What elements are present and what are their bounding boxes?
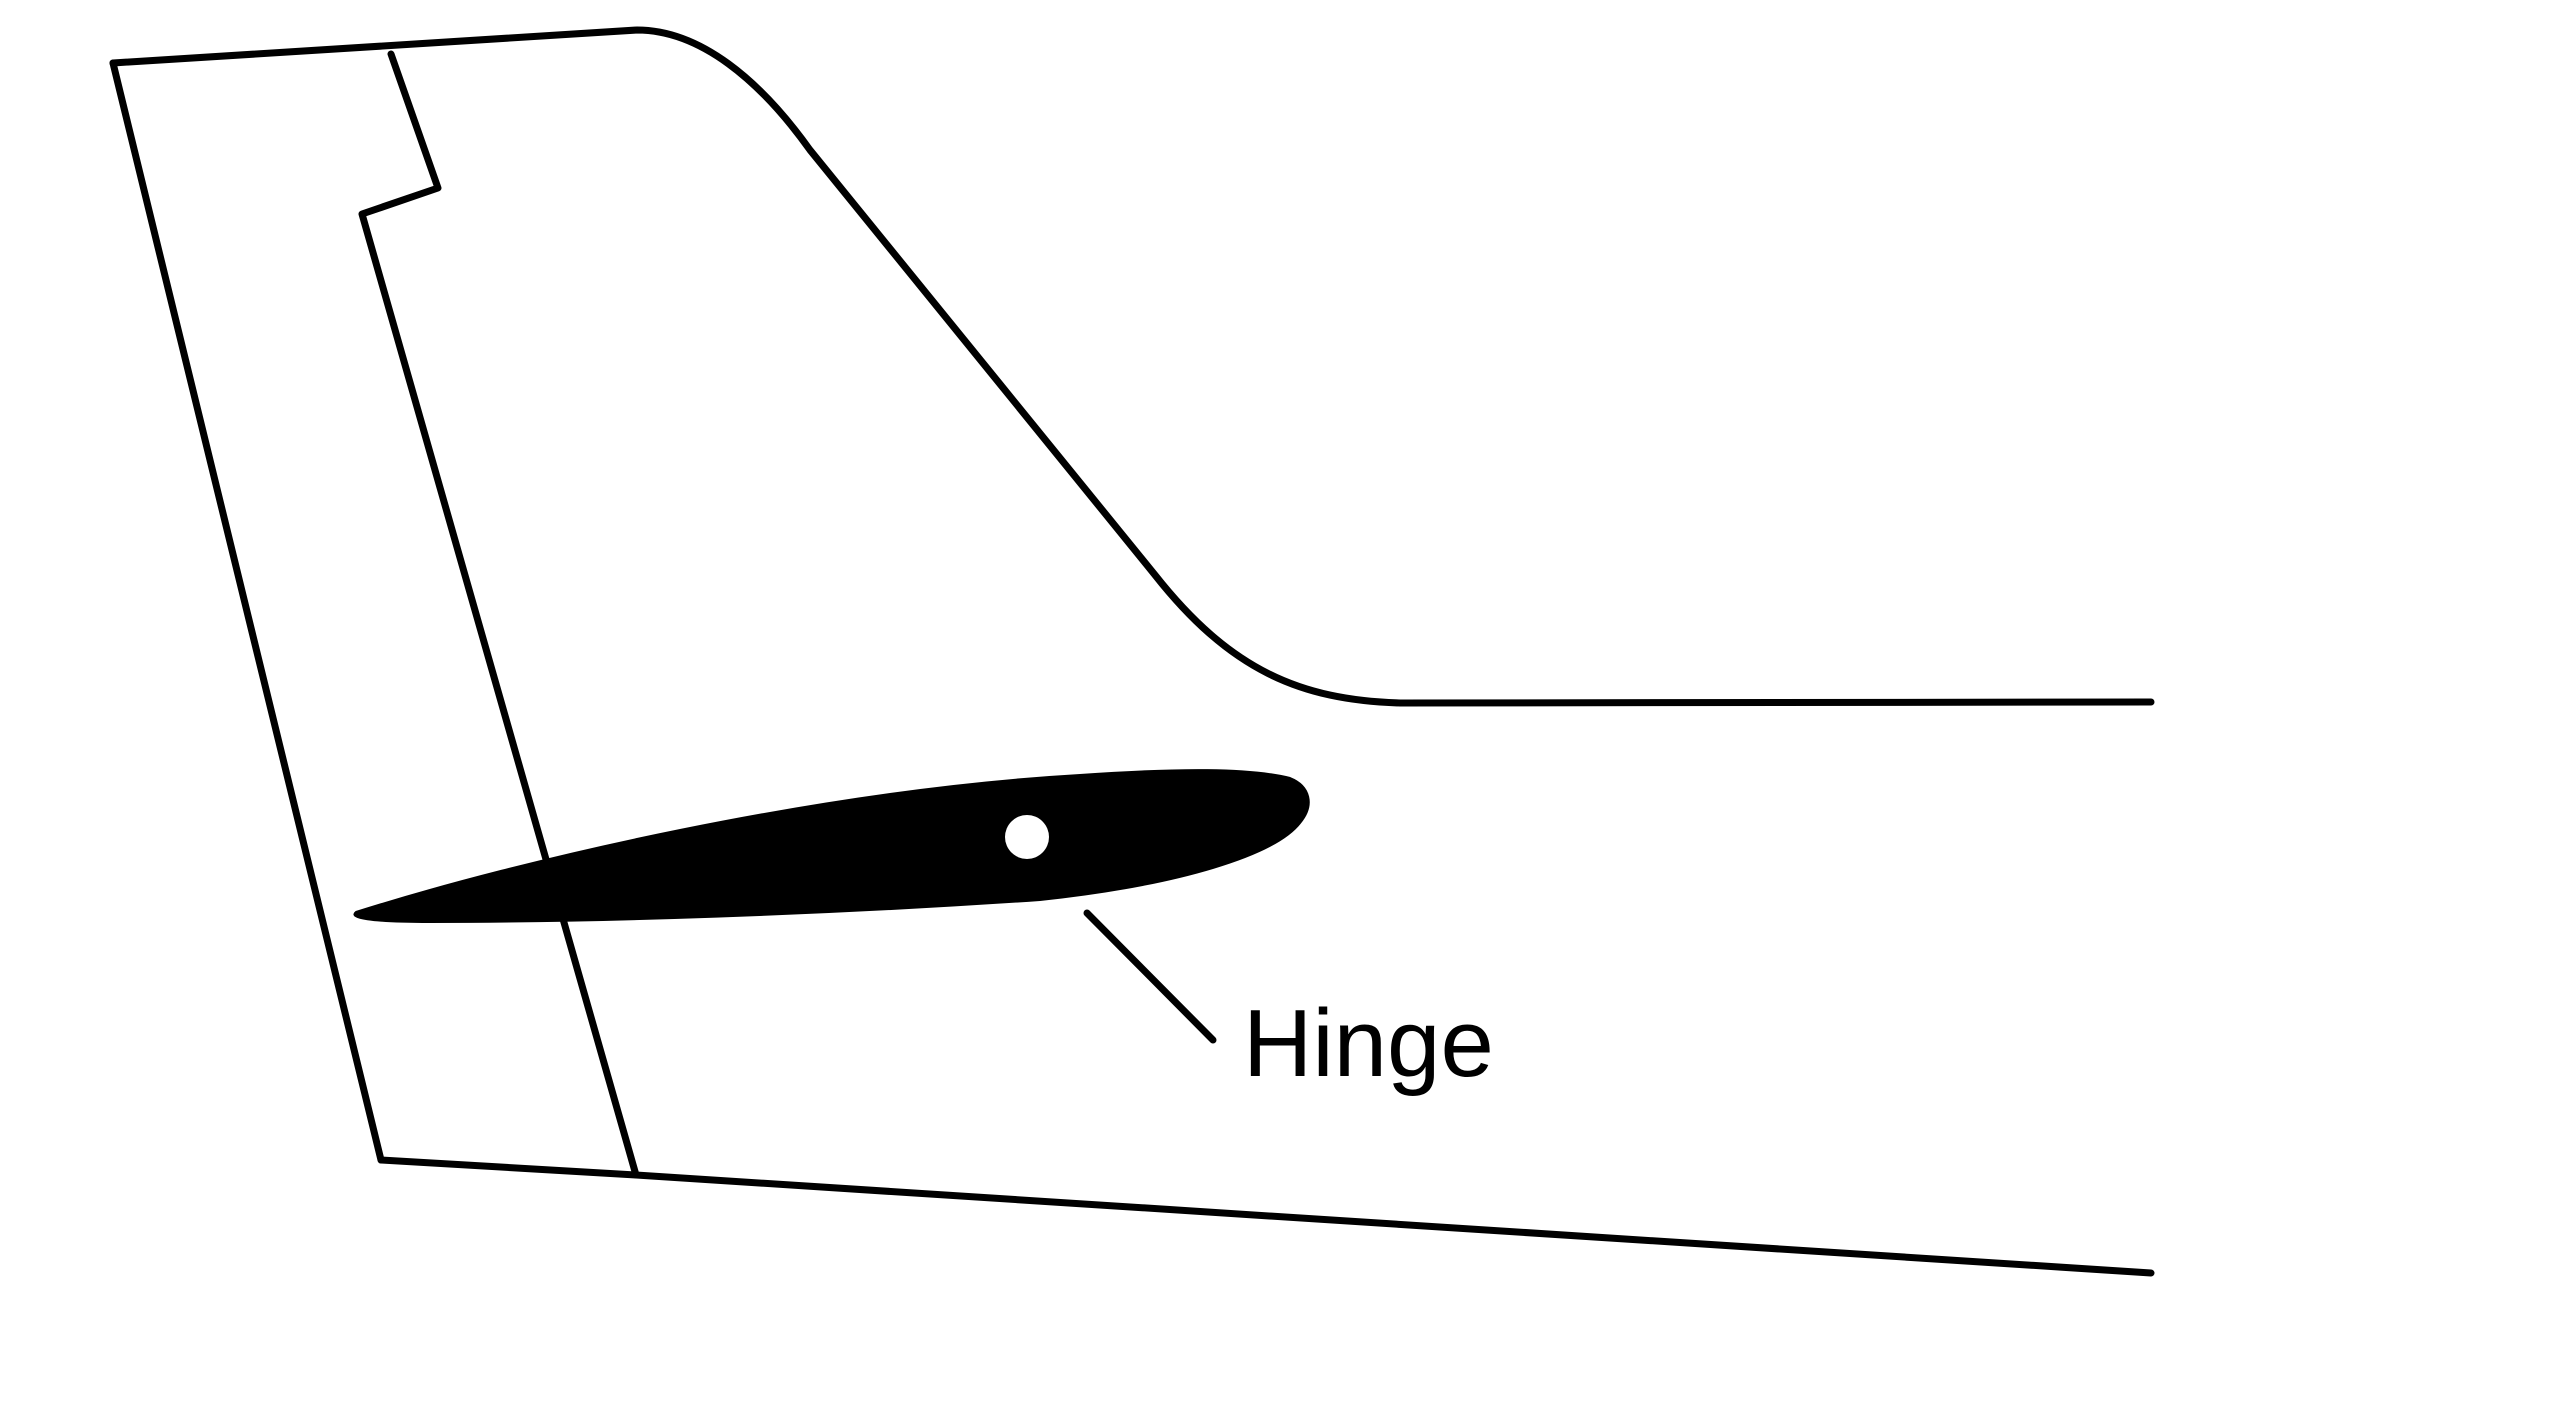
- fin-outline: [109, 26, 2155, 707]
- stabilator-airfoil: [353, 769, 1310, 924]
- rudder-hinge-line: [358, 50, 640, 1179]
- hinge-hole: [1005, 815, 1049, 859]
- hinge-label: Hinge: [1243, 990, 1494, 1097]
- hinge-leader-line: [1083, 909, 1217, 1044]
- rudder-trailing-edge: [109, 59, 385, 1164]
